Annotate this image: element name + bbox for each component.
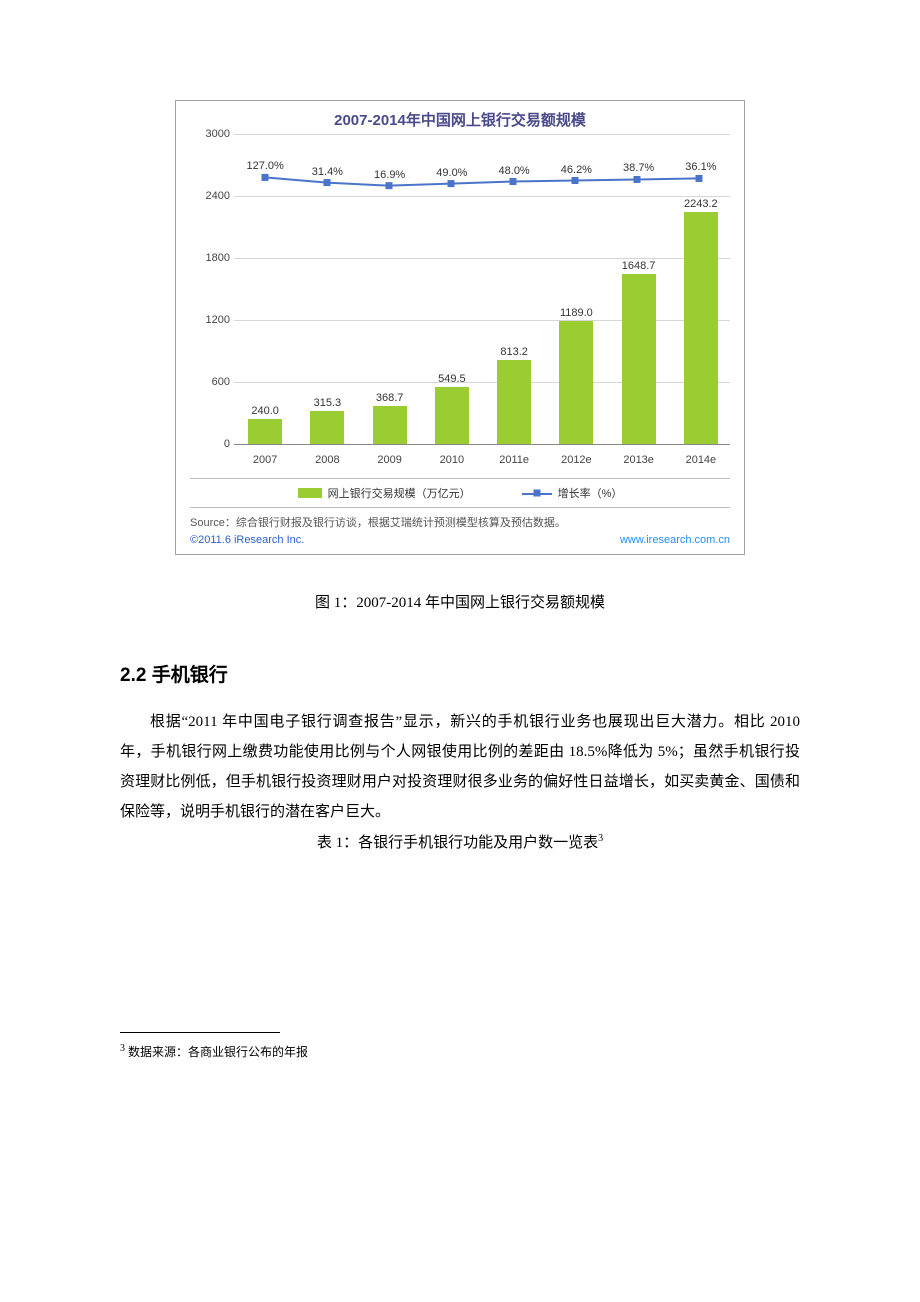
legend-item-bar: 网上银行交易规模（万亿元） xyxy=(298,485,471,501)
x-label: 2007 xyxy=(253,454,277,466)
x-axis: 2007 2008 2009 2010 2011e 2012e 2013e 2014e xyxy=(234,444,730,474)
line-point-label: 36.1% xyxy=(685,162,716,174)
y-axis: 06001200180024003000 xyxy=(190,134,234,444)
x-label: 2010 xyxy=(440,454,464,466)
chart-credit-right: www.iresearch.com.cn xyxy=(620,534,730,546)
line-point-label: 38.7% xyxy=(623,163,654,175)
line-point-label: 31.4% xyxy=(312,166,343,178)
chart-container: 2007-2014年中国网上银行交易额规模 0 600 1200 1800 2400 30… xyxy=(175,100,745,555)
x-label: 2014e xyxy=(686,454,717,466)
section-heading: 2.2 手机银行 xyxy=(120,660,800,687)
y-tick: 1800 xyxy=(206,252,230,264)
chart-credit-left: ©2011.6 iResearch Inc. xyxy=(190,534,304,546)
x-label: 2011e xyxy=(499,454,529,466)
line-point-label: 46.2% xyxy=(561,164,592,176)
legend-bar-label: 网上银行交易规模（万亿元） xyxy=(328,485,471,501)
body-paragraph: 根据“2011 年中国电子银行调查报告”显示，新兴的手机银行业务也展现出巨大潜力… xyxy=(120,707,800,827)
x-label: 2012e xyxy=(561,454,592,466)
y-tick: 0 xyxy=(224,438,230,450)
chart-title: 2007-2014年中国网上银行交易额规模 xyxy=(176,101,744,134)
legend-line-swatch xyxy=(522,488,552,498)
figure-caption: 图 1：2007-2014 年中国网上银行交易额规模 xyxy=(120,591,800,612)
footnote: 3 数据来源：各商业银行公布的年报 xyxy=(120,1043,800,1060)
x-label: 2013e xyxy=(623,454,654,466)
legend-item-line: 增长率（%） xyxy=(522,485,623,501)
chart-plot-area: 06001200180024003000 240.0315.3368.7549.… xyxy=(190,134,730,474)
footnote-rule xyxy=(120,1032,280,1033)
footnote-text: 数据来源：各商业银行公布的年报 xyxy=(125,1045,308,1059)
chart-credit-row: ©2011.6 iResearch Inc. www.iresearch.com… xyxy=(176,532,744,554)
line-point-label: 127.0% xyxy=(246,161,283,173)
line-point-label: 48.0% xyxy=(499,165,530,177)
chart-legend: 网上银行交易规模（万亿元） 增长率（%） xyxy=(190,478,730,508)
line-point-label: 49.0% xyxy=(436,167,467,179)
line-point-label: 16.9% xyxy=(374,169,405,181)
line-svg xyxy=(234,134,730,444)
y-tick: 3000 xyxy=(206,128,230,140)
x-label: 2008 xyxy=(315,454,339,466)
legend-line-label: 增长率（%） xyxy=(558,485,623,501)
chart-source: Source：综合银行财报及银行访谈，根据艾瑞统计预测模型核算及预估数据。 xyxy=(176,508,744,532)
table-caption-sup: 3 xyxy=(598,833,603,844)
x-label: 2009 xyxy=(377,454,401,466)
y-tick: 600 xyxy=(212,376,230,388)
y-tick: 2400 xyxy=(206,190,230,202)
table-caption: 表 1：各银行手机银行功能及用户数一览表3 xyxy=(120,831,800,852)
line-layer: 127.0% 31.4% 16.9% 49.0% 48.0% 46.2% 38.7% 36.1… xyxy=(234,134,730,444)
table-caption-text: 表 1：各银行手机银行功能及用户数一览表 xyxy=(317,835,598,851)
legend-bar-swatch xyxy=(298,488,322,498)
y-tick: 1200 xyxy=(206,314,230,326)
